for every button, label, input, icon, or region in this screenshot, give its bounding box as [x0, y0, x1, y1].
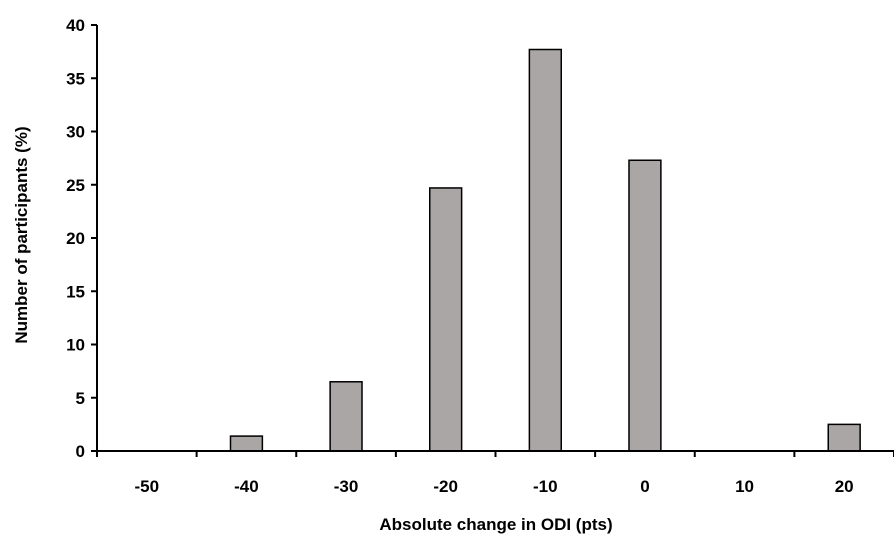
bar--20 — [428, 187, 463, 452]
x-tick-label: -10 — [533, 477, 558, 496]
x-tick-label: -50 — [135, 477, 160, 496]
y-tick-label: 40 — [66, 16, 85, 35]
y-tick-label: 20 — [66, 229, 85, 248]
x-tick-label: -30 — [334, 477, 359, 496]
y-tick-label: 30 — [66, 123, 85, 142]
bar--30 — [329, 381, 363, 452]
y-axis-title: Number of participants (%) — [12, 126, 31, 343]
y-tick-label: 5 — [76, 389, 85, 408]
bar-20 — [827, 423, 861, 452]
x-tick-label: -20 — [433, 477, 458, 496]
bars-group — [229, 48, 861, 452]
x-tick-label: 20 — [835, 477, 854, 496]
y-tick-label: 15 — [66, 282, 85, 301]
x-axis-title: Absolute change in ODI (pts) — [379, 515, 612, 534]
bar--10 — [528, 48, 563, 452]
bar--40 — [229, 435, 264, 452]
y-ticks-group: 0 5 10 15 20 25 30 35 40 — [66, 16, 97, 461]
y-tick-label: 35 — [66, 69, 85, 88]
y-tick-label: 10 — [66, 336, 85, 355]
bar-0 — [628, 159, 662, 452]
y-tick-label: 0 — [76, 442, 85, 461]
x-tick-label: 10 — [735, 477, 754, 496]
x-tick-label: 0 — [640, 477, 649, 496]
x-tick-label: -40 — [234, 477, 259, 496]
y-tick-label: 25 — [66, 176, 85, 195]
x-ticks-group: -50 -40 -30 -20 -10 0 10 20 — [96, 451, 894, 496]
